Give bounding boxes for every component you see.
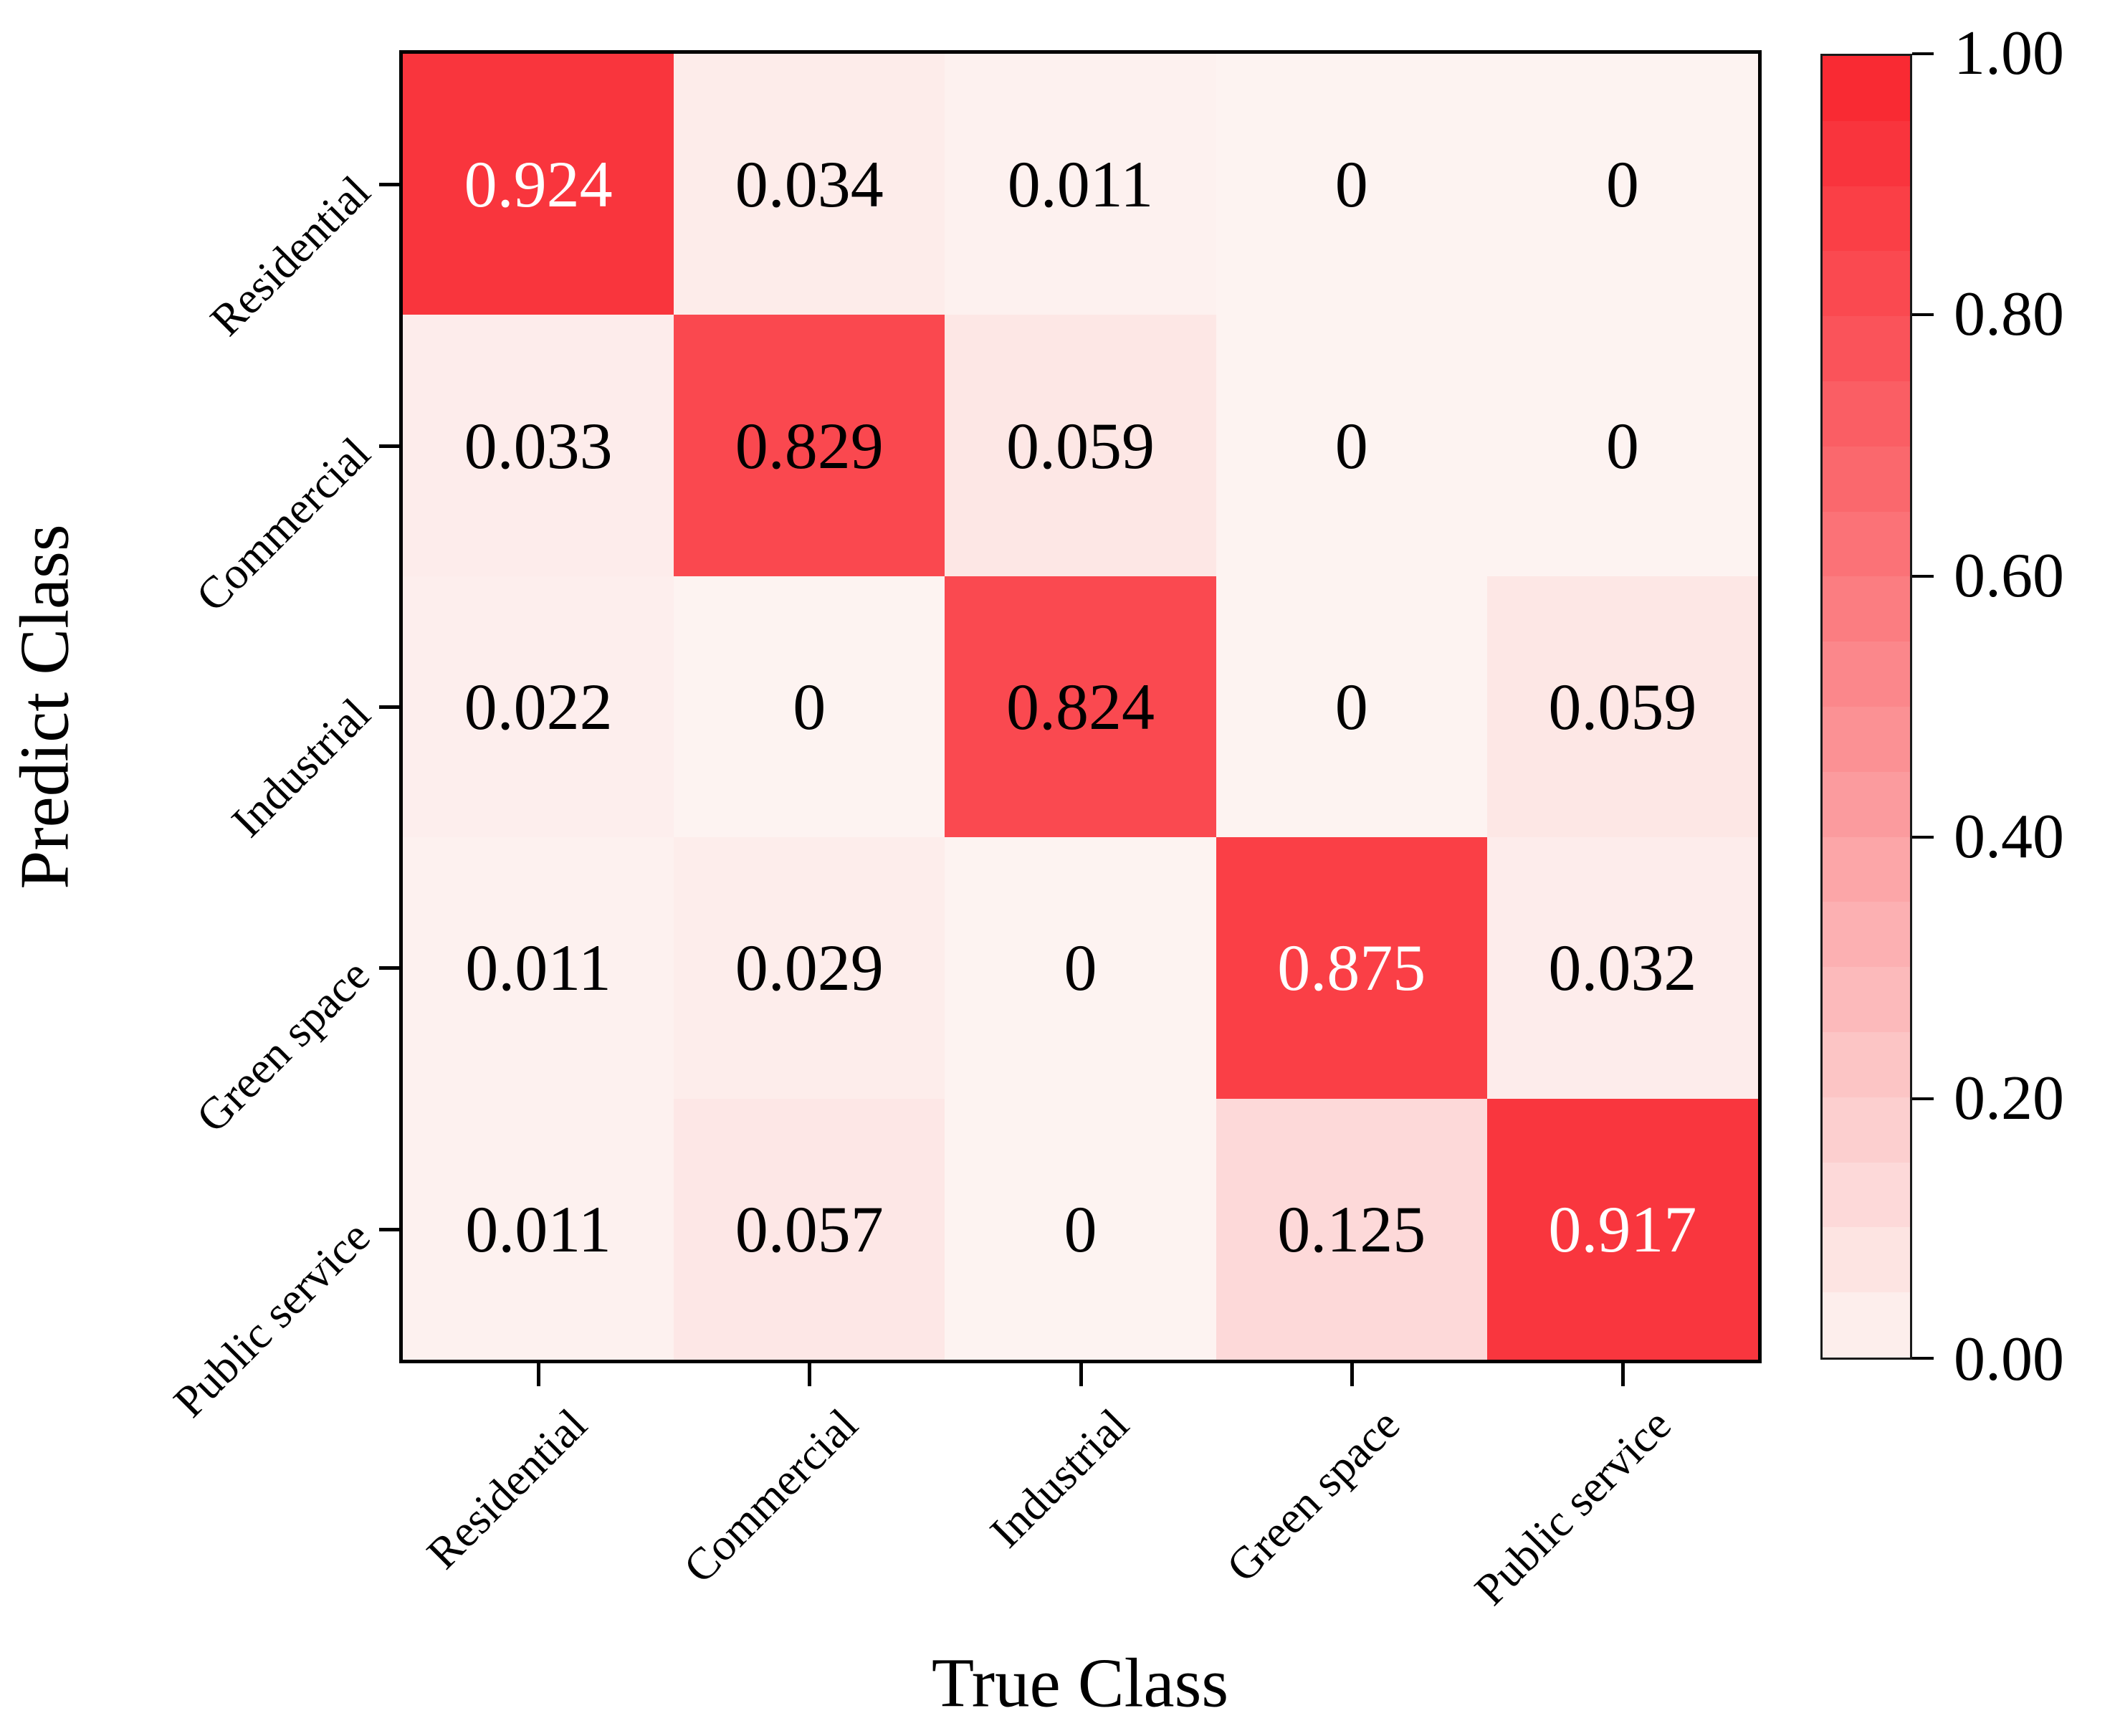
colorbar-tick xyxy=(1912,836,1934,839)
colorbar-step xyxy=(1823,120,1910,186)
colorbar-tick-label: 0.40 xyxy=(1954,802,2064,872)
x-axis-tick xyxy=(1350,1363,1354,1386)
colorbar-step xyxy=(1823,967,1910,1032)
y-axis-tick xyxy=(379,966,399,970)
heatmap-cell: 0.032 xyxy=(1486,837,1758,1099)
heatmap-cell: 0.824 xyxy=(945,576,1216,838)
y-axis-tick xyxy=(379,444,399,448)
y-axis-tick xyxy=(379,1227,399,1231)
colorbar-step xyxy=(1823,1162,1910,1228)
colorbar-step xyxy=(1823,446,1910,512)
colorbar-step xyxy=(1823,381,1910,447)
heatmap-cell: 0.924 xyxy=(403,54,674,315)
colorbar-step xyxy=(1823,576,1910,642)
y-tick-label: Public service xyxy=(163,1211,380,1427)
heatmap-cell: 0.875 xyxy=(1216,837,1487,1099)
colorbar-step xyxy=(1823,902,1910,968)
heatmap-cell: 0 xyxy=(1216,576,1487,838)
x-axis-tick xyxy=(1620,1363,1625,1386)
y-axis-tick xyxy=(379,183,399,187)
colorbar-step xyxy=(1823,511,1910,577)
colorbar-step xyxy=(1823,1292,1910,1358)
heatmap-cell: 0 xyxy=(1216,54,1487,315)
x-tick-label: Residential xyxy=(416,1399,596,1579)
x-tick-label: Green space xyxy=(1216,1399,1410,1592)
heatmap-cell: 0.059 xyxy=(945,315,1216,576)
colorbar-tick xyxy=(1912,52,1934,55)
heatmap-cell: 0.917 xyxy=(1486,1098,1758,1360)
colorbar-step xyxy=(1823,56,1910,121)
colorbar-tick-label: 0.00 xyxy=(1954,1325,2064,1394)
colorbar-step xyxy=(1823,316,1910,381)
heatmap-cell: 0.034 xyxy=(674,54,945,315)
x-tick-label: Industrial xyxy=(980,1399,1139,1558)
colorbar-step xyxy=(1823,1031,1910,1097)
heatmap-cell: 0.011 xyxy=(945,54,1216,315)
heatmap-cell: 0.033 xyxy=(403,315,674,576)
y-tick-label: Commercial xyxy=(186,427,380,621)
heatmap-cell: 0 xyxy=(1216,315,1487,576)
colorbar-tick xyxy=(1912,1097,1934,1100)
heatmap-cell: 0 xyxy=(945,1098,1216,1360)
heatmap-cell: 0 xyxy=(945,837,1216,1099)
heatmap-cell: 0.011 xyxy=(403,837,674,1099)
y-axis-tick xyxy=(379,705,399,709)
colorbar-step xyxy=(1823,1097,1910,1163)
colorbar-tick-label: 0.60 xyxy=(1954,540,2064,611)
heatmap-grid: 0.924 0.034 0.011 0 0 0.033 0.829 0.059 0 0 0.022 0… xyxy=(399,50,1762,1363)
colorbar-step xyxy=(1823,836,1910,902)
y-tick-label: Green space xyxy=(187,950,380,1143)
x-tick-label: Public service xyxy=(1464,1399,1681,1615)
heatmap-cell: 0 xyxy=(1486,315,1758,576)
heatmap-cell: 0 xyxy=(674,576,945,838)
colorbar-tick xyxy=(1912,313,1934,317)
y-tick-label: Residential xyxy=(200,166,380,346)
colorbar-step xyxy=(1823,706,1910,772)
colorbar-step xyxy=(1823,642,1910,707)
colorbar-step xyxy=(1823,1227,1910,1293)
y-axis-title: Predict Class xyxy=(6,524,83,890)
heatmap-cell: 0.059 xyxy=(1486,576,1758,838)
x-axis-tick xyxy=(808,1363,812,1386)
y-tick-label: Industrial xyxy=(221,688,380,847)
heatmap-cell: 0.125 xyxy=(1216,1098,1487,1360)
colorbar xyxy=(1820,54,1912,1360)
heatmap-cell: 0.057 xyxy=(674,1098,945,1360)
heatmap-cell: 0.022 xyxy=(403,576,674,838)
colorbar-step xyxy=(1823,186,1910,252)
x-axis-tick xyxy=(537,1363,541,1386)
heatmap-cell: 0 xyxy=(1486,54,1758,315)
colorbar-tick-label: 1.00 xyxy=(1954,19,2064,88)
x-axis-tick xyxy=(1079,1363,1083,1386)
heatmap-cell: 0.829 xyxy=(674,315,945,576)
heatmap-cell: 0.011 xyxy=(403,1098,674,1360)
colorbar-tick-label: 0.20 xyxy=(1954,1063,2064,1133)
colorbar-tick-label: 0.80 xyxy=(1954,280,2064,350)
colorbar-tick xyxy=(1912,1357,1934,1360)
x-tick-label: Commercial xyxy=(674,1399,867,1593)
colorbar-step xyxy=(1823,771,1910,837)
colorbar-step xyxy=(1823,251,1910,317)
x-axis-title: True Class xyxy=(931,1644,1229,1722)
colorbar-tick xyxy=(1912,574,1934,578)
heatmap-cell: 0.029 xyxy=(674,837,945,1099)
